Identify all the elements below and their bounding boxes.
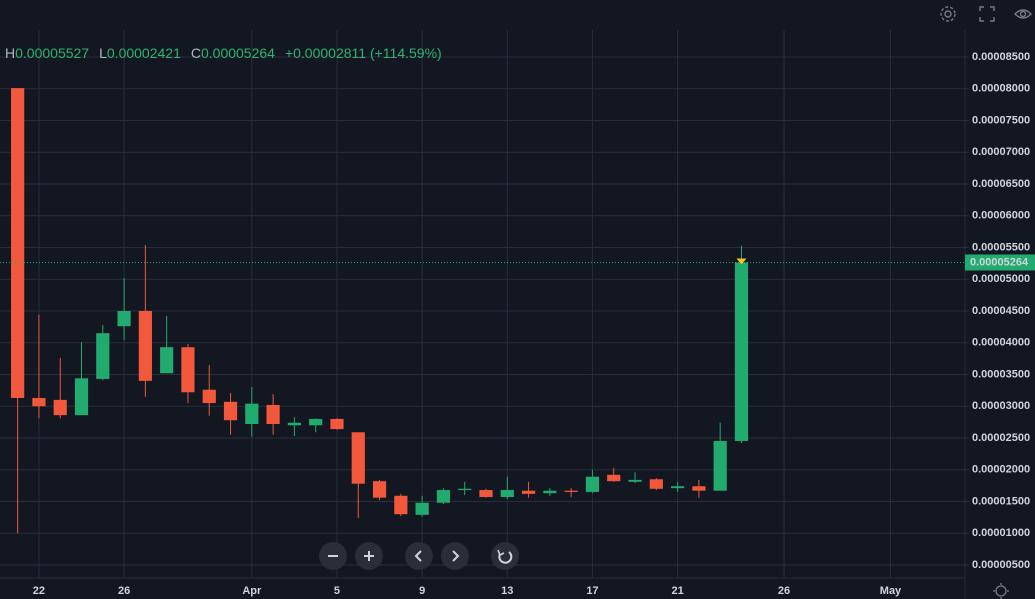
- candle-body: [564, 490, 578, 492]
- scroll-right-button[interactable]: [441, 542, 469, 570]
- y-tick-label: 0.00002500: [972, 432, 1030, 444]
- candle-body: [74, 378, 89, 416]
- x-tick-label: 5: [334, 585, 340, 597]
- x-tick-label: 26: [778, 585, 790, 597]
- x-tick-label: 21: [671, 585, 683, 597]
- price-marker: [736, 258, 747, 265]
- y-tick-label: 0.00007500: [972, 114, 1030, 126]
- candle-body: [11, 88, 25, 398]
- y-tick-label: 0.00003000: [972, 400, 1030, 412]
- candle-body: [521, 490, 536, 494]
- candle-body: [181, 347, 195, 393]
- candle-body: [223, 401, 238, 421]
- candle-body: [479, 490, 493, 498]
- candle-body: [713, 440, 727, 491]
- candle-body: [32, 397, 46, 407]
- x-tick-label: May: [880, 585, 902, 597]
- candle-body: [160, 347, 174, 374]
- y-tick-label: 0.00001000: [972, 527, 1030, 539]
- y-tick-label: 0.00008000: [972, 83, 1030, 95]
- y-tick-label: 0.00000500: [972, 559, 1030, 571]
- y-tick-label: 0.00005000: [972, 273, 1030, 285]
- candle-body: [202, 389, 216, 404]
- x-tick-label: 13: [501, 585, 513, 597]
- candle-body: [96, 333, 110, 379]
- candle-body: [436, 490, 451, 503]
- candle-body: [138, 310, 152, 381]
- legend-label: C: [190, 45, 201, 61]
- candle-body: [543, 490, 557, 494]
- x-tick-label: 26: [118, 585, 130, 597]
- candle-body: [415, 502, 429, 515]
- candle-body: [351, 432, 365, 484]
- candle-body: [585, 476, 600, 492]
- ohlc-legend: H0.00005527 L0.00002421 C0.00005264 +0.0000…: [5, 45, 442, 61]
- legend-label: H: [5, 45, 16, 61]
- candle-body: [53, 399, 67, 416]
- last-price-label: 0.00005264: [970, 256, 1029, 268]
- candle-body: [266, 404, 280, 425]
- candle-body: [628, 479, 642, 482]
- candle-body: [649, 479, 663, 489]
- candle-body: [500, 490, 514, 498]
- y-tick-label: 0.00004000: [972, 337, 1030, 349]
- candle-body: [330, 418, 344, 430]
- visibility-icon[interactable]: [1014, 9, 1032, 19]
- y-tick-label: 0.00007000: [972, 146, 1030, 158]
- legend-value: 0.00005264: [200, 45, 275, 61]
- candle-body: [458, 488, 472, 491]
- x-tick-label: 17: [586, 585, 598, 597]
- y-tick-label: 0.00001500: [972, 495, 1030, 507]
- candle-body: [607, 474, 621, 482]
- settings-icon[interactable]: [940, 6, 956, 22]
- candle-body: [692, 486, 706, 491]
- legend-change: +0.00002811 (+114.59%): [284, 45, 442, 61]
- legend-value: 0.00002421: [106, 45, 181, 61]
- last-price-box: [965, 254, 1035, 271]
- zoom-out-button[interactable]: [319, 542, 347, 570]
- candle-body: [671, 486, 685, 489]
- legend-label: L: [99, 45, 107, 61]
- x-tick-label: 22: [33, 585, 45, 597]
- y-tick-label: 0.00005500: [972, 241, 1030, 253]
- y-tick-label: 0.00006000: [972, 210, 1030, 222]
- y-tick-label: 0.00008500: [972, 51, 1030, 63]
- y-tick-label: 0.00002000: [972, 464, 1030, 476]
- y-tick-label: 0.00004500: [972, 305, 1030, 317]
- axis-settings-icon[interactable]: [993, 583, 1009, 599]
- candle-body: [287, 422, 301, 426]
- y-tick-label: 0.00006500: [972, 178, 1030, 190]
- plot: [0, 88, 965, 534]
- candle-body: [117, 310, 131, 327]
- candle-body: [309, 418, 323, 426]
- axes: 0.00000500 0.00001000 0.00001500 0.00002000…: [33, 51, 1035, 597]
- x-tick-label: 9: [419, 585, 425, 597]
- zoom-in-button[interactable]: [355, 542, 383, 570]
- fullscreen-icon[interactable]: [979, 6, 995, 22]
- y-tick-label: 0.00003500: [972, 368, 1030, 380]
- reset-button[interactable]: [491, 542, 519, 570]
- x-tick-label: Apr: [242, 585, 262, 597]
- scroll-left-button[interactable]: [405, 542, 433, 570]
- candle-body: [372, 481, 387, 498]
- candle-body: [394, 495, 408, 515]
- legend-value: 0.00005527: [15, 45, 90, 61]
- candle-body: [245, 403, 259, 425]
- candle-body: [734, 262, 749, 441]
